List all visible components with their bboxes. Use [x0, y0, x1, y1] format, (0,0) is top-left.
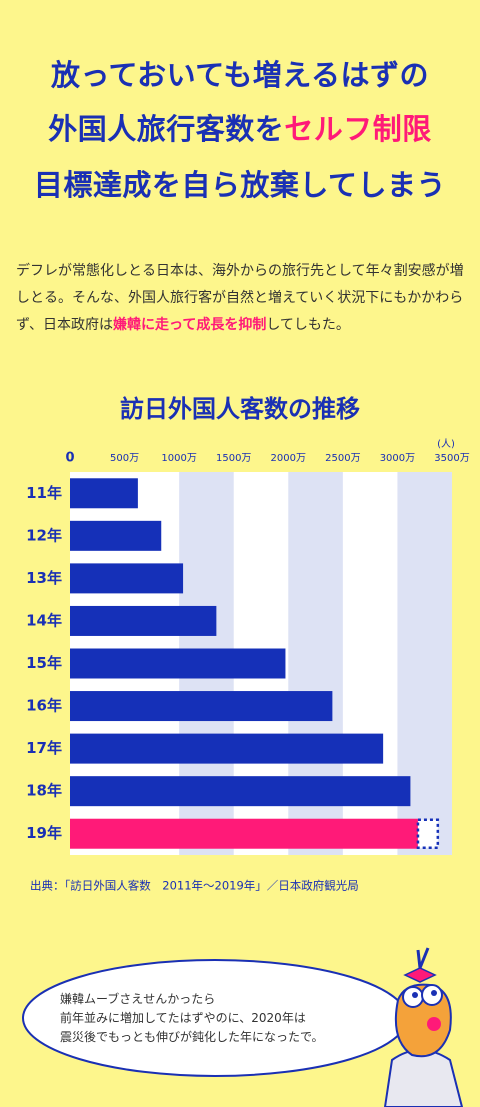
title-line: 目標達成を自ら放棄してしまう: [0, 162, 480, 204]
y-tick-label: 15年: [26, 654, 62, 672]
y-tick-label: 18年: [26, 782, 62, 800]
bar: [70, 818, 418, 849]
y-tick-label: 11年: [26, 484, 62, 502]
character: [383, 947, 464, 1107]
y-tick-label: 17年: [26, 739, 62, 757]
x-tick-label: 2500万: [325, 453, 360, 464]
unit-label: (人): [437, 438, 455, 450]
y-tick-label: 19年: [26, 824, 62, 842]
title-line: 外国人旅行客数をセルフ制限: [0, 106, 480, 148]
bar: [70, 563, 184, 594]
bar: [70, 605, 217, 636]
x-tick-label: 3500万: [434, 453, 469, 464]
title-text: 目標達成を自ら放棄してしまう: [33, 168, 447, 202]
title-text: 外国人旅行客数を: [48, 112, 285, 146]
y-tick-label: 14年: [26, 611, 62, 629]
bubble-text: 嫌韓ムーブさえせんかったら 前年並みに増加してたはずやのに、2020年は 震災後…: [60, 990, 360, 1047]
paragraph: デフレが常態化しとる日本は、海外からの旅行先として年々割安感が増しとる。そんな、…: [16, 258, 466, 339]
title-highlight: セルフ制限: [284, 112, 432, 146]
text: デフレが常態化しとる日本は、海外からの旅行先として年々割安感が増しとる。そんな、…: [16, 263, 464, 333]
bar: [70, 520, 162, 551]
bar-chart: 訪日外国人客数の推移 0 500万 1000万 1500万 2000万 2500万 3000万…: [26, 395, 470, 893]
y-tick-label: 12年: [26, 526, 62, 544]
x-tick-label: 1000万: [161, 453, 196, 464]
bar: [70, 648, 286, 679]
title-text: 放っておいても増えるはずの: [51, 58, 429, 92]
x-tick-label: 0: [65, 451, 74, 466]
x-tick-label: 1500万: [216, 453, 251, 464]
y-tick-label: 13年: [26, 569, 62, 587]
x-tick-label: 3000万: [380, 453, 415, 464]
title-line: 放っておいても増えるはずの: [0, 52, 480, 94]
x-tick-label: 2000万: [271, 453, 306, 464]
bar: [70, 733, 384, 764]
x-tick-label: 500万: [110, 453, 139, 464]
bubble-line: 前年並みに増加してたはずやのに、2020年は: [60, 1011, 306, 1025]
bar: [70, 478, 138, 509]
y-tick-label: 16年: [26, 697, 62, 715]
chart-title: 訪日外国人客数の推移: [120, 395, 360, 423]
bubble-line: 嫌韓ムーブさえせんかったら: [60, 992, 216, 1006]
text: してしもた。: [266, 317, 350, 333]
bar: [70, 691, 333, 722]
source-note: 出典：「訪日外国人客数 2011年〜2019年」／日本政府観光局: [30, 879, 359, 893]
highlight: 嫌韓に走って成長を抑制: [113, 317, 267, 333]
projected-extension: [416, 818, 440, 849]
bubble-line: 震災後でもっとも伸びが鈍化した年になったで。: [60, 1030, 324, 1044]
bar: [70, 776, 411, 807]
